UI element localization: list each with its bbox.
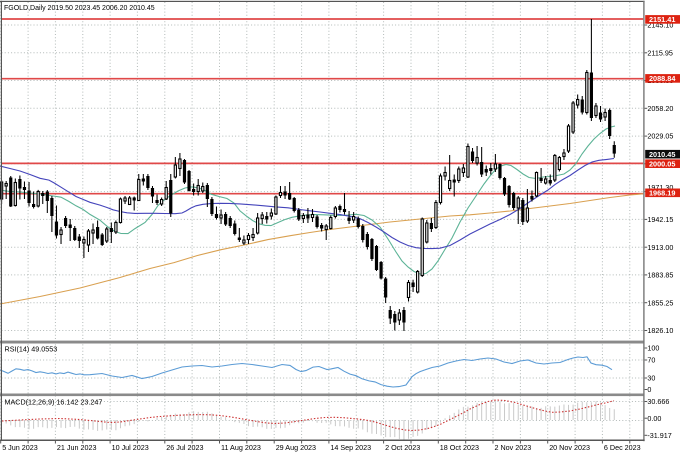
svg-text:FGOLD,Daily 2019.50 2023.45 2: FGOLD,Daily 2019.50 2023.45 2006.20 2010… bbox=[4, 5, 155, 12]
svg-text:0: 0 bbox=[647, 385, 651, 394]
svg-text:70: 70 bbox=[647, 356, 655, 365]
svg-text:18 Oct 2023: 18 Oct 2023 bbox=[440, 443, 479, 452]
svg-text:0.00: 0.00 bbox=[647, 414, 661, 423]
svg-text:1971.30: 1971.30 bbox=[647, 183, 673, 192]
svg-text:2145.10: 2145.10 bbox=[647, 21, 673, 30]
svg-text:2 Nov 2023: 2 Nov 2023 bbox=[495, 443, 532, 452]
svg-text:2010.45: 2010.45 bbox=[649, 150, 675, 159]
svg-text:26 Jul 2023: 26 Jul 2023 bbox=[166, 443, 203, 452]
svg-text:1883.85: 1883.85 bbox=[647, 271, 673, 280]
svg-text:2058.20: 2058.20 bbox=[647, 104, 673, 113]
svg-text:30: 30 bbox=[647, 374, 655, 383]
svg-text:11 Aug 2023: 11 Aug 2023 bbox=[221, 443, 261, 452]
svg-text:30.666: 30.666 bbox=[647, 397, 669, 406]
svg-text:2000.05: 2000.05 bbox=[649, 159, 675, 168]
svg-text:1913.00: 1913.00 bbox=[647, 243, 673, 252]
svg-text:14 Sep 2023: 14 Sep 2023 bbox=[330, 443, 371, 452]
svg-text:100: 100 bbox=[647, 344, 659, 353]
svg-text:29 Aug 2023: 29 Aug 2023 bbox=[276, 443, 316, 452]
svg-text:5 Jun 2023: 5 Jun 2023 bbox=[2, 443, 38, 452]
svg-text:21 Jun 2023: 21 Jun 2023 bbox=[57, 443, 97, 452]
svg-text:6 Dec 2023: 6 Dec 2023 bbox=[604, 443, 641, 452]
svg-text:MACD(12,26,9) 16.142 23.247: MACD(12,26,9) 16.142 23.247 bbox=[5, 398, 103, 407]
svg-text:1855.25: 1855.25 bbox=[647, 298, 673, 307]
svg-text:1826.10: 1826.10 bbox=[647, 326, 673, 335]
svg-text:2088.84: 2088.84 bbox=[649, 74, 676, 83]
svg-text:RSI(14) 49.0553: RSI(14) 49.0553 bbox=[5, 345, 58, 354]
svg-text:1968.19: 1968.19 bbox=[649, 189, 675, 198]
svg-text:2115.95: 2115.95 bbox=[647, 48, 672, 57]
svg-text:10 Jul 2023: 10 Jul 2023 bbox=[112, 443, 149, 452]
svg-text:-31.917: -31.917 bbox=[647, 431, 671, 440]
svg-text:1942.15: 1942.15 bbox=[647, 215, 673, 224]
svg-text:20 Nov 2023: 20 Nov 2023 bbox=[549, 443, 590, 452]
svg-text:2029.05: 2029.05 bbox=[647, 132, 673, 141]
svg-text:2 Oct 2023: 2 Oct 2023 bbox=[385, 443, 420, 452]
svg-text:2151.41: 2151.41 bbox=[649, 15, 675, 24]
